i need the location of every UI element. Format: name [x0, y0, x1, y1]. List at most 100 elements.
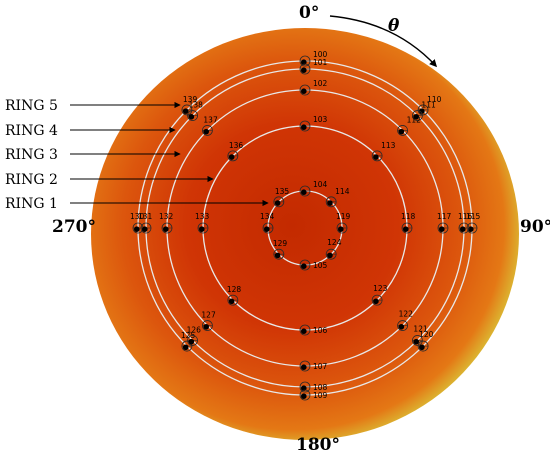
point-marker — [413, 113, 420, 120]
point-marker — [182, 108, 189, 114]
ring-label-4: RING 4 — [5, 123, 58, 139]
point-134: 134 — [260, 212, 275, 234]
point-127: 127 — [201, 311, 216, 331]
point-label: 119 — [336, 212, 351, 221]
point-label: 121 — [413, 324, 428, 333]
point-marker — [373, 298, 379, 305]
point-marker — [264, 226, 270, 232]
point-131: 131 — [138, 212, 153, 234]
point-marker — [301, 263, 307, 270]
point-label: 123 — [373, 284, 388, 293]
point-110: 110 — [417, 95, 442, 116]
point-label: 131 — [138, 212, 153, 221]
angle-label-270: 270° — [52, 217, 96, 237]
point-label: 135 — [275, 187, 290, 196]
point-marker — [274, 252, 281, 259]
point-112: 112 — [397, 115, 422, 136]
point-label: 103 — [313, 115, 328, 124]
point-marker — [274, 200, 281, 206]
point-102: 102 — [299, 79, 328, 96]
point-marker — [199, 226, 205, 232]
point-135: 135 — [273, 187, 290, 208]
ring-label-2: RING 2 — [5, 172, 58, 188]
point-marker — [301, 189, 307, 195]
point-label: 108 — [313, 383, 328, 392]
point-108: 108 — [299, 381, 328, 393]
point-114: 114 — [325, 187, 350, 208]
point-marker — [398, 128, 405, 135]
point-124: 124 — [325, 238, 342, 260]
point-marker — [134, 226, 140, 232]
point-113: 113 — [371, 141, 396, 162]
point-label: 101 — [313, 58, 328, 67]
point-label: 118 — [401, 212, 416, 221]
point-107: 107 — [299, 360, 328, 372]
point-106: 106 — [299, 324, 328, 336]
point-marker — [413, 338, 420, 345]
angle-label-180: 180° — [296, 435, 340, 454]
point-label: 128 — [227, 285, 242, 294]
point-marker — [203, 128, 210, 135]
point-118: 118 — [401, 212, 416, 234]
point-label: 112 — [407, 115, 422, 124]
point-133: 133 — [195, 212, 210, 234]
point-label: 100 — [313, 50, 328, 59]
point-label: 127 — [201, 311, 216, 320]
point-label: 126 — [187, 325, 202, 334]
point-marker — [301, 364, 307, 371]
point-marker — [301, 393, 307, 400]
point-marker — [301, 385, 307, 392]
point-marker — [373, 154, 379, 160]
point-105: 105 — [299, 259, 328, 271]
point-label: 111 — [421, 101, 436, 110]
ring-label-5: RING 5 — [5, 98, 58, 114]
point-marker — [228, 298, 235, 305]
point-129: 129 — [273, 239, 287, 260]
point-label: 105 — [313, 261, 328, 270]
point-139: 139 — [181, 95, 198, 116]
point-marker — [439, 226, 445, 232]
point-123: 123 — [371, 284, 388, 306]
point-label: 124 — [327, 238, 342, 247]
point-marker — [203, 323, 210, 330]
point-117: 117 — [437, 212, 452, 234]
point-label: 116 — [458, 212, 473, 221]
point-marker — [327, 252, 333, 259]
point-136: 136 — [227, 141, 243, 162]
point-label: 122 — [399, 310, 414, 319]
point-121: 121 — [412, 324, 428, 346]
point-137: 137 — [202, 115, 218, 136]
theta-direction-arrow — [329, 15, 438, 68]
point-marker — [228, 154, 235, 160]
point-marker — [301, 67, 307, 73]
point-label: 114 — [335, 187, 350, 196]
point-109: 109 — [299, 389, 328, 401]
theta-symbol: θ — [388, 16, 400, 36]
point-marker — [338, 226, 344, 232]
point-marker — [301, 124, 307, 130]
point-marker — [301, 328, 307, 335]
point-marker — [142, 226, 148, 232]
point-132: 132 — [159, 212, 174, 234]
point-122: 122 — [397, 310, 414, 331]
point-marker — [419, 108, 425, 114]
angle-label-0: 0° — [299, 3, 319, 23]
measurement-points: 1001011021031041051061071081091101111121… — [130, 50, 481, 401]
point-label: 102 — [313, 79, 328, 88]
point-label: 139 — [183, 95, 198, 104]
ring-label-1: RING 1 — [5, 196, 58, 212]
point-119: 119 — [336, 212, 351, 234]
point-label: 133 — [195, 212, 210, 221]
point-marker — [327, 200, 333, 206]
point-120: 120 — [417, 330, 434, 352]
point-label: 138 — [189, 101, 204, 110]
angle-label-90: 90° — [520, 217, 550, 237]
point-label: 137 — [203, 115, 218, 124]
point-100: 100 — [299, 50, 328, 67]
point-label: 113 — [381, 141, 396, 150]
point-label: 104 — [313, 180, 328, 189]
point-marker — [182, 344, 189, 351]
point-label: 106 — [313, 326, 328, 335]
point-label: 120 — [419, 330, 434, 339]
